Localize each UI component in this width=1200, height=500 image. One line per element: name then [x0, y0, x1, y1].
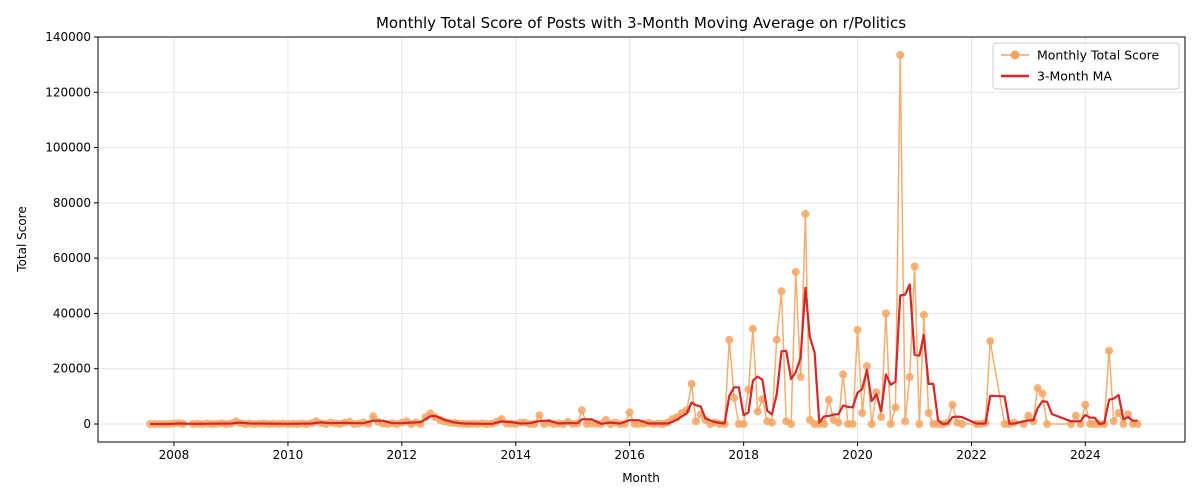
data-point-monthly-total-score — [891, 403, 900, 412]
data-point-monthly-total-score — [958, 420, 966, 428]
data-point-monthly-total-score — [919, 310, 928, 319]
data-point-monthly-total-score — [791, 268, 800, 276]
data-point-monthly-total-score — [905, 373, 914, 381]
data-point-monthly-total-score — [834, 418, 843, 427]
y-tick-label: 140000 — [45, 30, 91, 44]
x-tick-label: 2020 — [842, 448, 873, 462]
data-point-monthly-total-score — [1081, 400, 1090, 409]
data-point-monthly-total-score — [901, 417, 910, 426]
y-tick-label: 120000 — [45, 85, 91, 99]
data-point-monthly-total-score — [739, 420, 748, 428]
data-point-monthly-total-score — [687, 379, 696, 388]
plot-series — [146, 51, 1142, 428]
data-point-monthly-total-score — [1038, 389, 1047, 398]
data-point-monthly-total-score — [1043, 420, 1052, 428]
data-point-monthly-total-score — [896, 51, 905, 59]
data-point-monthly-total-score — [625, 408, 634, 417]
data-point-monthly-total-score — [862, 362, 871, 370]
data-point-monthly-total-score — [796, 373, 805, 381]
data-point-monthly-total-score — [1124, 410, 1133, 419]
data-point-monthly-total-score — [881, 309, 890, 318]
data-point-monthly-total-score — [1024, 411, 1033, 420]
legend-label-3-month-ma: 3-Month MA — [1037, 69, 1112, 84]
data-point-monthly-total-score — [777, 287, 786, 296]
data-point-monthly-total-score — [725, 335, 734, 344]
data-point-monthly-total-score — [867, 420, 876, 428]
legend-marker-monthly-total-score — [1010, 50, 1020, 60]
legend: Monthly Total Score 3-Month MA — [992, 42, 1180, 90]
x-tick-label: 2024 — [1070, 448, 1101, 462]
data-point-monthly-total-score — [877, 413, 886, 422]
data-point-monthly-total-score — [748, 324, 757, 333]
data-point-monthly-total-score — [787, 420, 796, 428]
data-point-monthly-total-score — [577, 406, 586, 415]
data-point-monthly-total-score — [801, 209, 810, 218]
data-point-monthly-total-score — [1071, 411, 1080, 420]
data-point-monthly-total-score — [948, 400, 957, 409]
y-tick-label: 80000 — [53, 196, 91, 210]
data-point-monthly-total-score — [824, 395, 833, 404]
axis-ticks: 2008 2010 2012 2014 2016 2018 2020 2022 2024 0 200… — [45, 30, 1100, 462]
y-tick-label: 100000 — [45, 141, 91, 155]
y-tick-label: 20000 — [53, 362, 91, 376]
chart-title: Monthly Total Score of Posts with 3-Mont… — [376, 14, 906, 32]
data-point-monthly-total-score — [535, 411, 544, 420]
legend-box — [992, 42, 1180, 90]
data-point-monthly-total-score — [772, 335, 781, 344]
data-point-monthly-total-score — [848, 420, 857, 428]
data-point-monthly-total-score — [1033, 384, 1042, 393]
data-point-monthly-total-score — [839, 370, 848, 379]
x-tick-label: 2014 — [501, 448, 532, 462]
x-tick-label: 2018 — [728, 448, 759, 462]
y-axis-title: Total Score — [15, 206, 29, 272]
data-point-monthly-total-score — [1119, 420, 1128, 428]
data-point-monthly-total-score — [858, 409, 867, 417]
data-point-monthly-total-score — [886, 420, 895, 428]
series-line-3-month-ma — [150, 283, 1138, 426]
x-tick-label: 2008 — [159, 448, 190, 462]
data-point-monthly-total-score — [910, 262, 919, 271]
data-point-monthly-total-score — [915, 420, 924, 428]
data-point-monthly-total-score — [924, 409, 933, 417]
data-point-monthly-total-score — [767, 418, 776, 427]
data-point-monthly-total-score — [730, 393, 739, 402]
plot-frame — [97, 36, 1186, 443]
y-tick-label: 40000 — [53, 306, 91, 320]
data-point-monthly-total-score — [691, 417, 700, 426]
x-tick-label: 2012 — [387, 448, 418, 462]
x-tick-label: 2016 — [614, 448, 645, 462]
y-tick-label: 60000 — [53, 251, 91, 265]
data-point-monthly-total-score — [1114, 409, 1123, 417]
x-tick-label: 2010 — [273, 448, 304, 462]
data-point-monthly-total-score — [369, 412, 378, 421]
data-point-monthly-total-score — [1105, 346, 1114, 355]
x-axis-title: Month — [622, 471, 660, 485]
data-point-monthly-total-score — [753, 407, 762, 416]
data-point-monthly-total-score — [853, 326, 862, 334]
y-tick-label: 0 — [83, 417, 91, 431]
data-point-monthly-total-score — [820, 420, 829, 428]
data-point-monthly-total-score — [986, 337, 995, 346]
legend-label-monthly-total-score: Monthly Total Score — [1037, 48, 1160, 63]
data-point-monthly-total-score — [872, 388, 881, 397]
data-point-monthly-total-score — [1133, 420, 1142, 428]
data-point-monthly-total-score — [1109, 417, 1118, 426]
x-tick-label: 2022 — [956, 448, 987, 462]
